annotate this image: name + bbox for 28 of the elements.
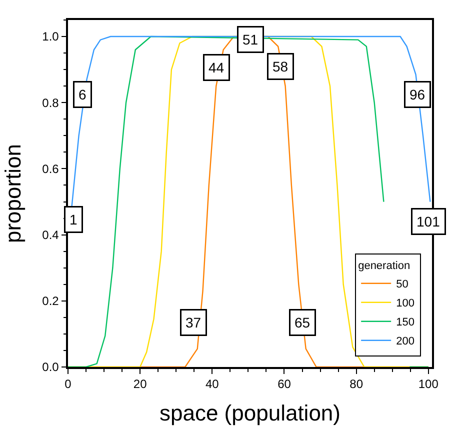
annotation: 51	[242, 32, 258, 48]
y-tick-label: 0.8	[42, 96, 60, 110]
legend-label: 50	[396, 278, 408, 291]
x-tick-label: 80	[350, 377, 364, 392]
x-axis-title: space (population)	[159, 400, 341, 426]
x-tick-label: 0	[64, 377, 72, 392]
annotation: 44	[208, 60, 224, 76]
y-tick-label: 0.2	[42, 294, 60, 308]
annotation: 37	[186, 314, 202, 330]
x-tick-label: 100	[418, 377, 439, 392]
annotation: 65	[294, 314, 310, 330]
legend-label: 200	[396, 336, 414, 348]
annotation: 101	[416, 214, 440, 230]
y-tick-label: 0.0	[42, 360, 60, 374]
x-tick-label: 40	[205, 377, 220, 392]
y-tick-label: 0.4	[42, 228, 60, 242]
x-tick-label: 60	[278, 377, 292, 392]
annotation: 1	[70, 212, 78, 228]
annotation: 6	[78, 86, 86, 102]
x-tick-label: 20	[133, 377, 148, 392]
legend-title: generation	[358, 260, 410, 272]
legend-label: 150	[396, 316, 414, 329]
y-tick-label: 1.0	[42, 30, 60, 44]
legend-label: 100	[396, 298, 414, 310]
annotation: 96	[410, 86, 426, 102]
y-tick-label: 0.6	[42, 162, 60, 176]
y-axis-title: proportion	[0, 144, 26, 244]
annotation: 58	[272, 58, 288, 74]
